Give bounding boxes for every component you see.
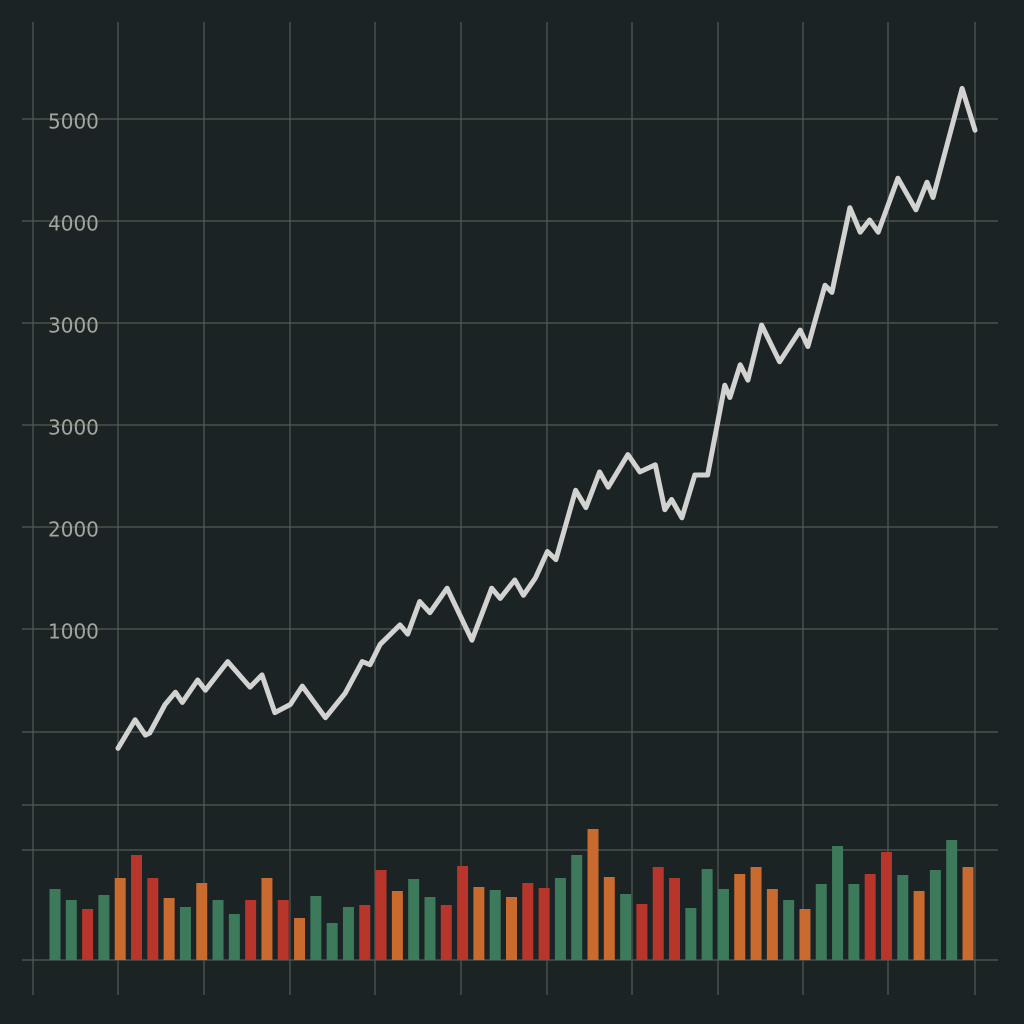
volume-bar [408, 879, 420, 960]
volume-bar [49, 889, 61, 960]
volume-bar [440, 905, 452, 960]
volume-bar [359, 905, 371, 960]
y-tick-label: 4000 [48, 212, 99, 236]
y-tick-label: 1000 [48, 620, 99, 644]
volume-bar [750, 867, 762, 960]
volume-bar [815, 884, 827, 960]
volume-bar [375, 870, 387, 960]
volume-bar [522, 883, 534, 960]
y-tick-label: 2000 [48, 518, 99, 542]
volume-bar [669, 878, 681, 960]
volume-bar [114, 878, 126, 960]
volume-bar [685, 908, 697, 960]
volume-bar [652, 867, 664, 960]
volume-bar [913, 891, 925, 960]
volume-bar [701, 869, 713, 960]
grid [22, 22, 998, 995]
volume-bar [929, 870, 941, 960]
volume-bar [864, 874, 876, 960]
y-tick-label: 3000 [48, 314, 99, 338]
volume-bar [179, 907, 191, 960]
volume-bar [424, 897, 436, 960]
volume-bar [342, 907, 354, 960]
volume-bar [277, 900, 289, 960]
y-tick-label: 3000 [48, 416, 99, 440]
volume-bar [261, 878, 273, 960]
volume-bar [620, 894, 632, 960]
volume-bar [391, 891, 403, 960]
volume-bar [946, 840, 958, 960]
volume-bar [65, 900, 77, 960]
volume-bar [571, 855, 583, 960]
volume-bar [636, 904, 648, 960]
volume-bar [799, 909, 811, 960]
volume-bar [538, 888, 550, 960]
volume-bar [962, 867, 974, 960]
volume-bar [587, 829, 599, 960]
volume-bar [848, 884, 860, 960]
volume-bar [766, 889, 778, 960]
volume-bar [897, 875, 909, 960]
volume-bar [880, 852, 892, 960]
volume-bar [783, 900, 795, 960]
volume-bar [98, 895, 110, 960]
volume-bar [554, 878, 566, 960]
volume-bar [457, 866, 469, 960]
volume-bar [196, 883, 208, 960]
volume-bar [506, 897, 517, 960]
volume-bar [489, 890, 501, 960]
volume-bar [147, 878, 159, 960]
volume-bar [131, 855, 143, 960]
volume-bar [245, 900, 257, 960]
volume-bar [473, 887, 485, 960]
volume-bar [734, 874, 746, 960]
volume-bar [163, 898, 175, 960]
volume-bar [603, 877, 615, 960]
volume-bar [212, 900, 224, 960]
volume-bar [82, 909, 94, 960]
volume-bar [832, 846, 844, 960]
volume-bar [228, 914, 240, 960]
volume-bar [310, 896, 322, 960]
price-line [115, 85, 978, 751]
volume-bar [294, 918, 306, 960]
volume-bar [717, 889, 729, 960]
volume-bar [326, 923, 338, 960]
y-tick-label: 5000 [48, 110, 99, 134]
